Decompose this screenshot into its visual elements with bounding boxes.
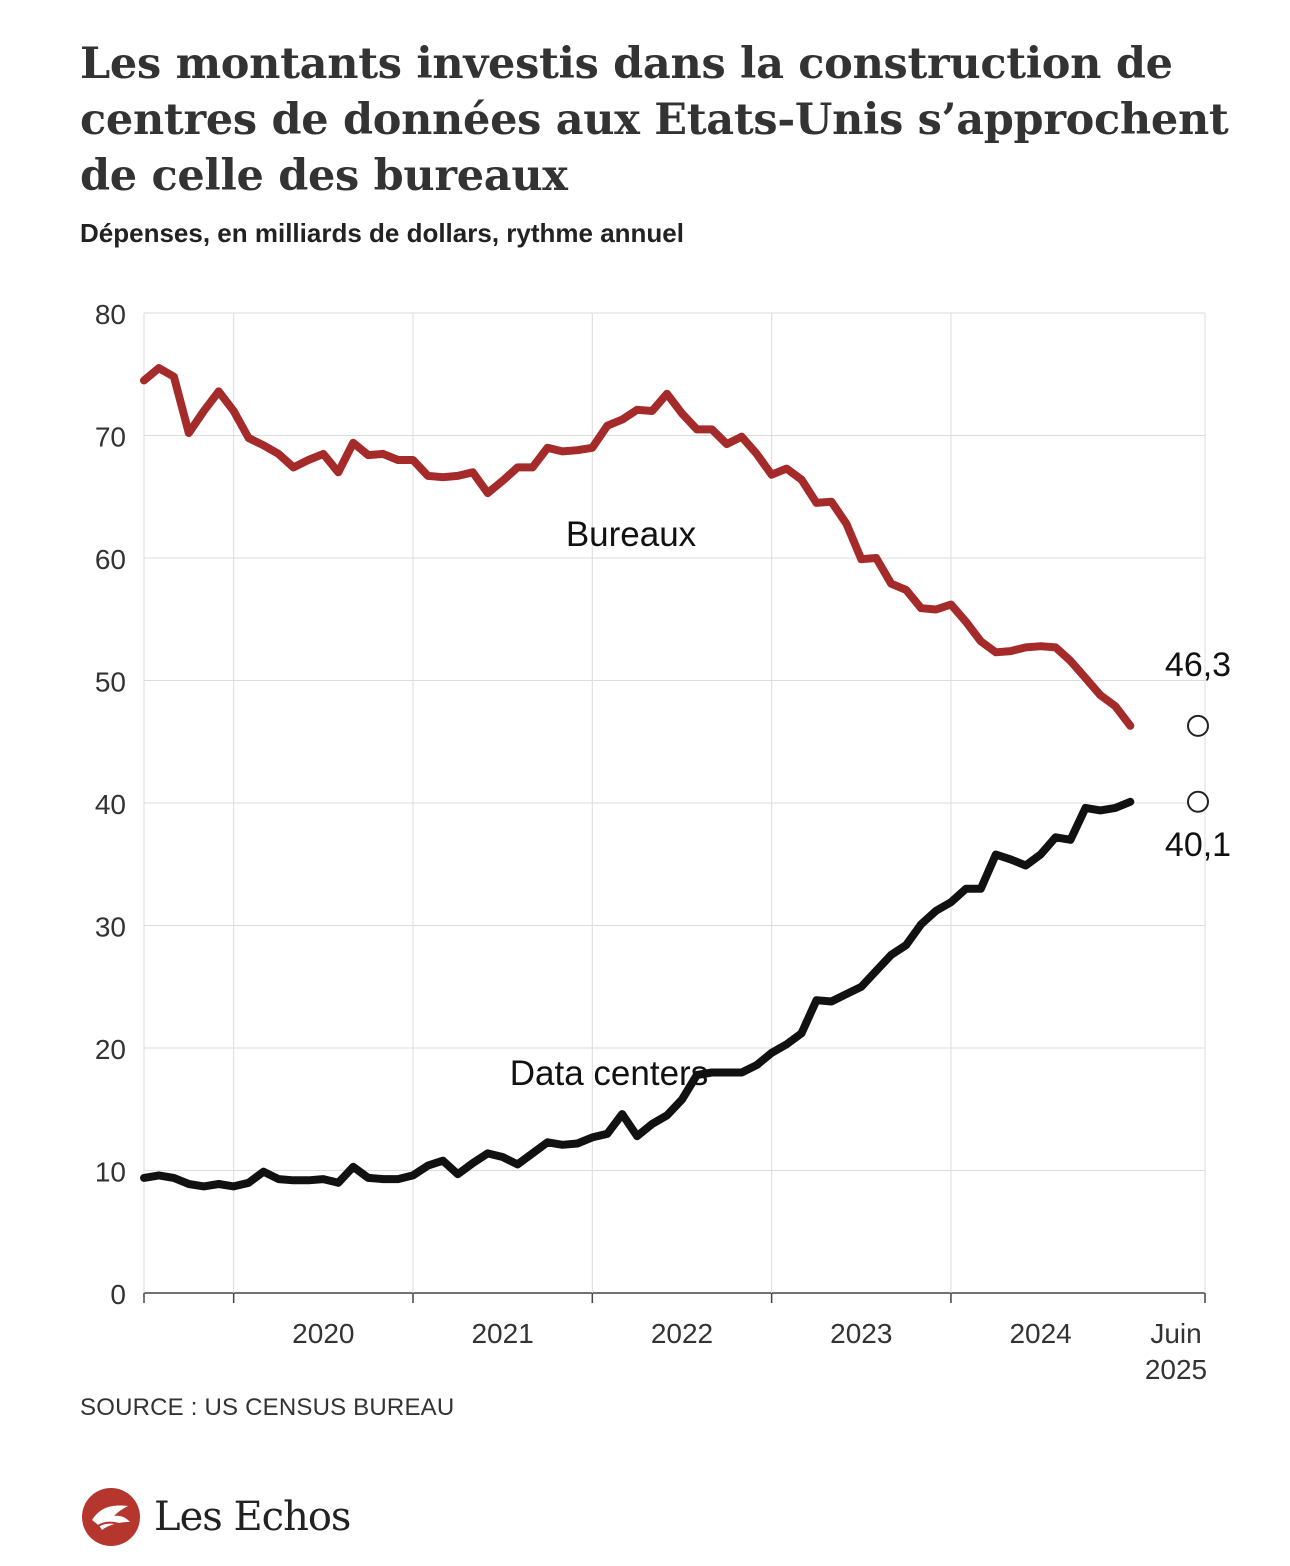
series-line-data-centers: [140, 797, 1135, 1191]
y-tick-label: 40: [95, 789, 126, 820]
chart-subtitle: Dépenses, en milliards de dollars, rythm…: [80, 218, 684, 248]
chart-grid: [143, 312, 1206, 1294]
series-name-label: Data centers: [510, 1054, 708, 1093]
y-tick-label: 50: [95, 667, 126, 698]
y-tick-label: 20: [95, 1034, 126, 1065]
x-tick-label: 2021: [471, 1318, 533, 1349]
x-tick-label: 2024: [1009, 1318, 1071, 1349]
x-tick-label: 2020: [292, 1318, 354, 1349]
y-tick-label: 30: [95, 912, 126, 943]
x-tick-label: 2023: [830, 1318, 892, 1349]
series-lines: [140, 364, 1209, 1191]
x-end-label-line: 2025: [1145, 1354, 1207, 1385]
les-echos-emblem-icon: [82, 1488, 140, 1546]
end-point-marker: [1187, 714, 1209, 737]
line-chart: 0 10 20 30 40 50 60 70 80 2020 2021 2022 2023 2024 Ju…: [95, 299, 1231, 1385]
y-axis: 0 10 20 30 40 50 60 70 80: [95, 299, 126, 1310]
source-note: SOURCE : US CENSUS BUREAU: [80, 1394, 455, 1421]
x-end-label-line: Juin: [1150, 1318, 1201, 1349]
series-labels: 46,3 40,1 Bureaux Data centers: [510, 515, 1231, 1093]
brand-logo: Les Echos: [80, 1486, 351, 1548]
y-tick-label: 80: [95, 299, 126, 330]
y-tick-label: 10: [95, 1157, 126, 1188]
x-tick-label: 2022: [651, 1318, 713, 1349]
end-point-marker: [1187, 790, 1209, 813]
y-tick-label: 60: [95, 544, 126, 575]
end-value-label: 46,3: [1165, 646, 1231, 684]
y-tick-label: 70: [95, 422, 126, 453]
y-tick-label: 0: [110, 1279, 126, 1310]
end-value-label: 40,1: [1165, 826, 1231, 864]
series-name-label: Bureaux: [566, 515, 697, 554]
x-axis: 2020 2021 2022 2023 2024 Juin 2025: [143, 1293, 1207, 1385]
series-line-bureaux: [140, 364, 1135, 730]
chart-title: Les montants investis dans la constructi…: [80, 39, 1229, 201]
x-end-label: Juin 2025: [1145, 1318, 1207, 1385]
brand-name: Les Echos: [154, 1494, 351, 1540]
